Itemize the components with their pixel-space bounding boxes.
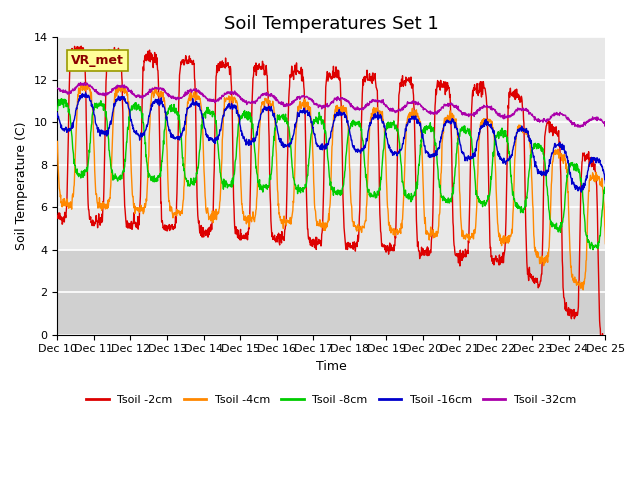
Bar: [58, 250, 605, 335]
Legend: Tsoil -2cm, Tsoil -4cm, Tsoil -8cm, Tsoil -16cm, Tsoil -32cm: Tsoil -2cm, Tsoil -4cm, Tsoil -8cm, Tsoi…: [82, 391, 581, 409]
X-axis label: Time: Time: [316, 360, 347, 373]
Title: Soil Temperatures Set 1: Soil Temperatures Set 1: [224, 15, 439, 33]
Y-axis label: Soil Temperature (C): Soil Temperature (C): [15, 121, 28, 250]
Text: VR_met: VR_met: [71, 54, 124, 67]
